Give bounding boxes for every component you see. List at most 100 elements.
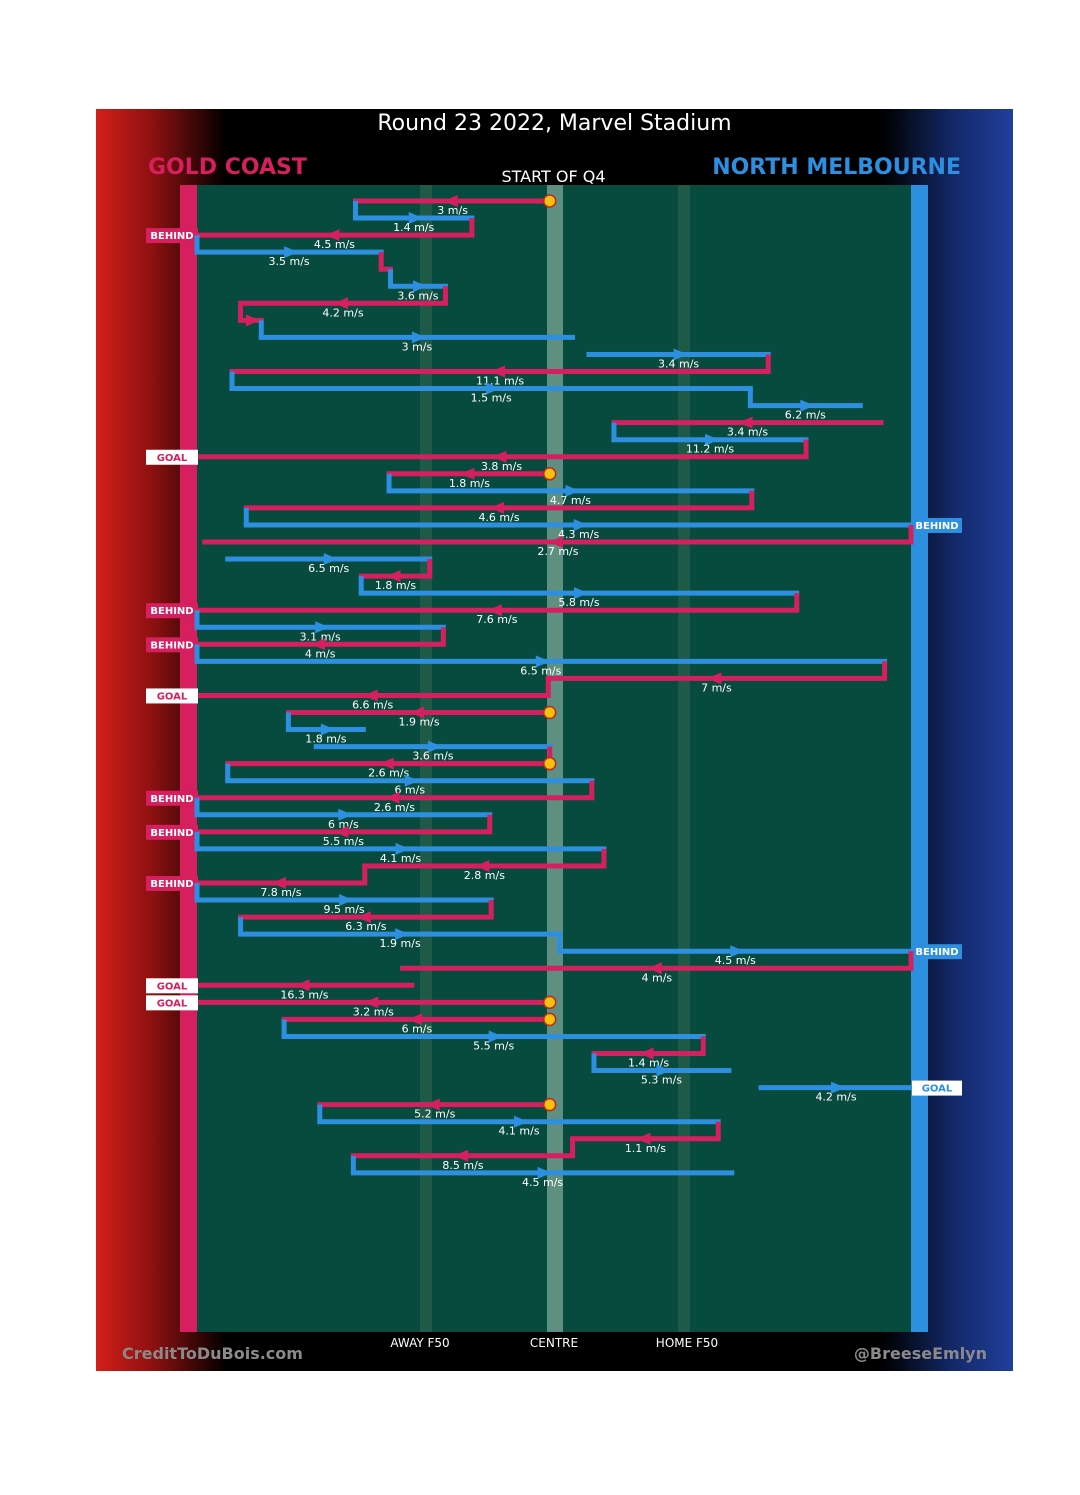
axis-centre: CENTRE <box>529 1336 579 1350</box>
direction-arrow <box>334 825 349 838</box>
result-label: GOAL <box>157 998 188 1009</box>
direction-arrow <box>491 365 506 378</box>
speed-label: 8.5 m/s <box>442 1159 483 1172</box>
speed-label: 11.2 m/s <box>686 443 734 456</box>
speed-label: 4.6 m/s <box>478 511 519 524</box>
home-f50-line <box>678 185 690 1332</box>
axis-home-f50: HOME F50 <box>655 1336 719 1350</box>
team-left-label: GOLD COAST <box>148 155 307 180</box>
direction-arrow <box>490 501 505 514</box>
direction-arrow <box>537 1166 552 1179</box>
result-label: GOAL <box>922 1084 953 1095</box>
direction-arrow <box>535 655 550 668</box>
direction-arrow <box>730 945 745 958</box>
speed-label: 6.5 m/s <box>520 664 561 677</box>
speed-label: 4.3 m/s <box>558 528 599 541</box>
speed-label: 5.8 m/s <box>558 596 599 609</box>
speed-label: 3.4 m/s <box>727 426 768 439</box>
speed-label: 1.5 m/s <box>471 392 512 405</box>
result-badge <box>146 876 198 891</box>
result-badge <box>912 944 962 960</box>
direction-arrow <box>460 467 475 480</box>
speed-label: 3.6 m/s <box>397 289 438 302</box>
direction-arrow <box>271 877 286 889</box>
speed-label: 4.1 m/s <box>498 1125 539 1138</box>
result-label: BEHIND <box>150 231 193 242</box>
north-melbourne-goal-post <box>911 185 928 1332</box>
speed-label: 4 m/s <box>641 971 672 984</box>
credit-right: @BreeseEmlyn <box>853 1344 987 1363</box>
direction-arrow <box>425 1098 440 1111</box>
result-label: BEHIND <box>150 879 193 890</box>
direction-arrow <box>656 1064 671 1077</box>
speed-label: 6.2 m/s <box>785 409 826 422</box>
speed-label: 1.8 m/s <box>449 477 490 490</box>
speed-label: 1.1 m/s <box>625 1142 666 1155</box>
speed-label: 4.5 m/s <box>314 238 355 251</box>
direction-arrow <box>356 911 371 924</box>
result-badge <box>146 449 198 465</box>
speed-label: 6 m/s <box>402 1022 433 1035</box>
direction-arrow <box>738 416 753 429</box>
direction-arrow <box>410 706 425 719</box>
direction-arrow <box>492 450 507 463</box>
result-label: BEHIND <box>150 606 193 617</box>
result-badge <box>146 228 198 244</box>
result-label: BEHIND <box>150 640 193 651</box>
chain-chart: 3 m/s1.4 m/s 4.5 m/s BEHIND 3.5 m/s 3.6 m/s 4… <box>146 185 962 1332</box>
stoppage-marker <box>542 756 557 771</box>
speed-label: 4.1 m/s <box>380 852 421 865</box>
speed-label: 3 m/s <box>437 204 468 217</box>
direction-arrow <box>565 484 580 497</box>
direction-arrow <box>315 621 330 634</box>
speed-label: 5.2 m/s <box>414 1108 455 1121</box>
direction-arrow <box>395 928 410 941</box>
speed-label: 2.6 m/s <box>368 767 409 780</box>
stoppage-marker <box>542 705 557 720</box>
direction-arrow <box>320 723 335 736</box>
speed-label: 4.7 m/s <box>550 494 591 507</box>
direction-arrow <box>487 604 502 617</box>
result-label: BEHIND <box>150 794 193 805</box>
direction-arrow <box>673 348 688 361</box>
direction-arrow <box>364 996 379 1009</box>
result-badge <box>146 603 198 619</box>
speed-label: 3.4 m/s <box>658 357 699 370</box>
gold-coast-goal-post <box>180 185 197 1332</box>
result-label: BEHIND <box>915 947 958 958</box>
speed-label: 5.3 m/s <box>641 1074 682 1087</box>
direction-arrow <box>245 314 260 327</box>
speed-label: 1.4 m/s <box>393 221 434 234</box>
direction-arrow <box>284 246 299 259</box>
speed-label: 3.5 m/s <box>269 255 310 268</box>
speed-label: 4.2 m/s <box>322 306 363 319</box>
direction-arrow <box>325 229 340 242</box>
direction-arrow <box>453 1149 468 1162</box>
speed-label: 3.6 m/s <box>412 750 453 763</box>
direction-arrow <box>295 979 310 992</box>
speed-label: 1.8 m/s <box>375 579 416 592</box>
speed-label: 2.8 m/s <box>464 869 505 882</box>
chain-group: 3 m/s1.4 m/s 4.5 m/s BEHIND 3.5 m/s 3.6 m/s 4… <box>146 194 962 1189</box>
direction-arrow <box>800 399 815 412</box>
direction-arrow <box>363 689 378 702</box>
direction-arrow <box>573 587 588 600</box>
direction-arrow <box>395 842 410 855</box>
speed-label: 1.8 m/s <box>305 733 346 746</box>
result-badge <box>146 790 198 806</box>
direction-arrow <box>488 1030 503 1043</box>
team-right-label: NORTH MELBOURNE <box>712 155 961 180</box>
speed-label: 2.7 m/s <box>537 545 578 558</box>
direction-arrow <box>385 791 400 804</box>
speed-label: 3.8 m/s <box>481 460 522 473</box>
speed-label: 9.5 m/s <box>324 903 365 916</box>
result-label: GOAL <box>157 691 188 702</box>
direction-arrow <box>573 518 588 531</box>
speed-label: 7 m/s <box>701 681 732 694</box>
speed-label: 16.3 m/s <box>280 988 328 1001</box>
stoppage-marker <box>542 1012 557 1027</box>
speed-label: 7.6 m/s <box>476 613 517 626</box>
speed-label: 3.1 m/s <box>300 630 341 643</box>
speed-label: 11.1 m/s <box>476 375 524 388</box>
direction-arrow <box>548 536 563 548</box>
